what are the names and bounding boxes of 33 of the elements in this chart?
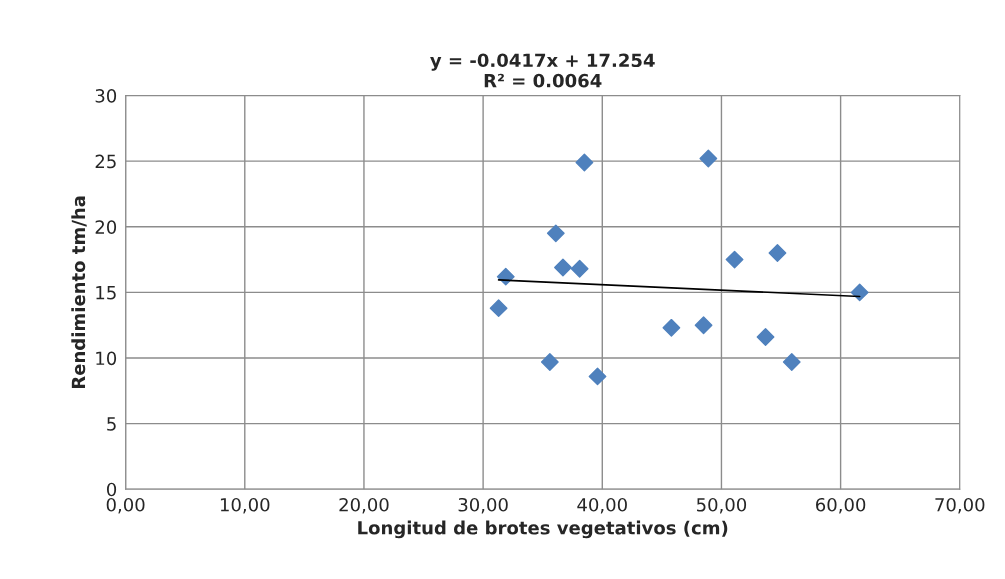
x-tick-label: 20,00 bbox=[339, 497, 389, 514]
point bbox=[725, 250, 744, 269]
y-tick-label: 30 bbox=[95, 88, 117, 103]
point bbox=[570, 259, 589, 278]
x-tick-label: 50,00 bbox=[697, 497, 747, 514]
y-tick-label: 5 bbox=[107, 417, 116, 431]
y-tick-label: 15 bbox=[96, 286, 116, 300]
point bbox=[588, 367, 607, 386]
point bbox=[546, 224, 565, 243]
point bbox=[699, 149, 718, 168]
point bbox=[540, 353, 559, 371]
x-tick-label: 30,00 bbox=[458, 497, 508, 514]
point bbox=[768, 244, 787, 262]
x-tick-label: 10,00 bbox=[220, 497, 270, 514]
x-tick-label: 40,00 bbox=[577, 497, 627, 514]
y-tick-label: 20 bbox=[95, 220, 117, 234]
x-axis-title: Longitud de brotes vegetativos (cm) bbox=[358, 520, 728, 539]
x-tick-label: 0,00 bbox=[106, 497, 145, 514]
x-tick-label: 70,00 bbox=[935, 497, 985, 514]
point bbox=[756, 328, 775, 346]
point bbox=[554, 258, 572, 277]
point bbox=[662, 318, 681, 337]
x-tick-label: 60,00 bbox=[816, 497, 866, 514]
point bbox=[489, 299, 508, 318]
point bbox=[694, 316, 713, 335]
y-tick-label: 10 bbox=[96, 351, 117, 366]
point bbox=[575, 153, 594, 172]
y-tick-label: 0 bbox=[106, 482, 117, 497]
point bbox=[782, 353, 801, 371]
point bbox=[850, 283, 869, 302]
chart-title: y = -0.0417x + 17.254 R² = 0.0064 bbox=[430, 53, 655, 88]
y-axis-title: Rendimiento tm/ha bbox=[71, 196, 87, 389]
y-tick-label: 25 bbox=[95, 154, 116, 169]
